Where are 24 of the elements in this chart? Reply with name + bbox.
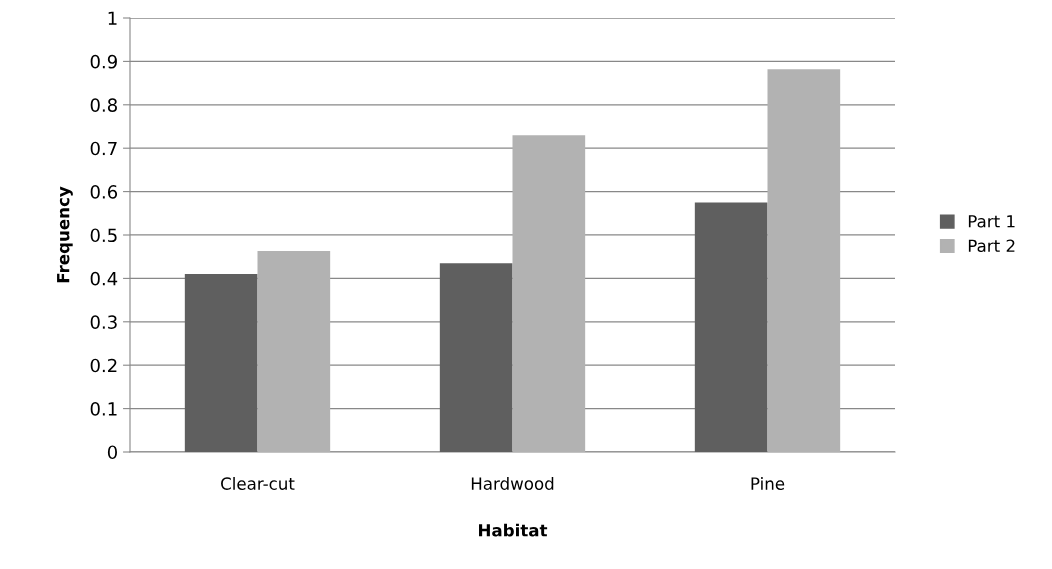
y-axis-title: Frequency bbox=[57, 186, 73, 283]
y-tick-label: 0.6 bbox=[90, 185, 118, 199]
bar bbox=[512, 135, 586, 452]
y-tick-label: 0 bbox=[107, 445, 117, 460]
y-tick-label: 0.1 bbox=[90, 402, 117, 416]
y-tick-label: 0.3 bbox=[90, 315, 117, 329]
bar bbox=[767, 69, 841, 452]
bar bbox=[694, 202, 768, 452]
y-tick-label: 0.7 bbox=[90, 141, 117, 156]
legend-label: Part 2 bbox=[968, 239, 1015, 253]
bar bbox=[184, 274, 258, 452]
y-tick-label: 0.4 bbox=[90, 271, 118, 286]
bar bbox=[257, 251, 331, 452]
x-tick-label: Pine bbox=[751, 477, 785, 490]
y-tick-label: 0.9 bbox=[90, 54, 117, 69]
y-tick-label: 0.5 bbox=[90, 228, 117, 243]
x-tick-label: Clear-cut bbox=[221, 477, 295, 490]
y-tick-label: 0.8 bbox=[90, 98, 117, 112]
bar bbox=[439, 263, 513, 452]
legend-label: Part 1 bbox=[968, 215, 1015, 228]
x-tick-label: Hardwood bbox=[471, 477, 554, 490]
y-tick-label: 1 bbox=[108, 11, 117, 25]
x-axis-title: Habitat bbox=[479, 523, 548, 537]
y-tick-label: 0.2 bbox=[90, 358, 117, 373]
